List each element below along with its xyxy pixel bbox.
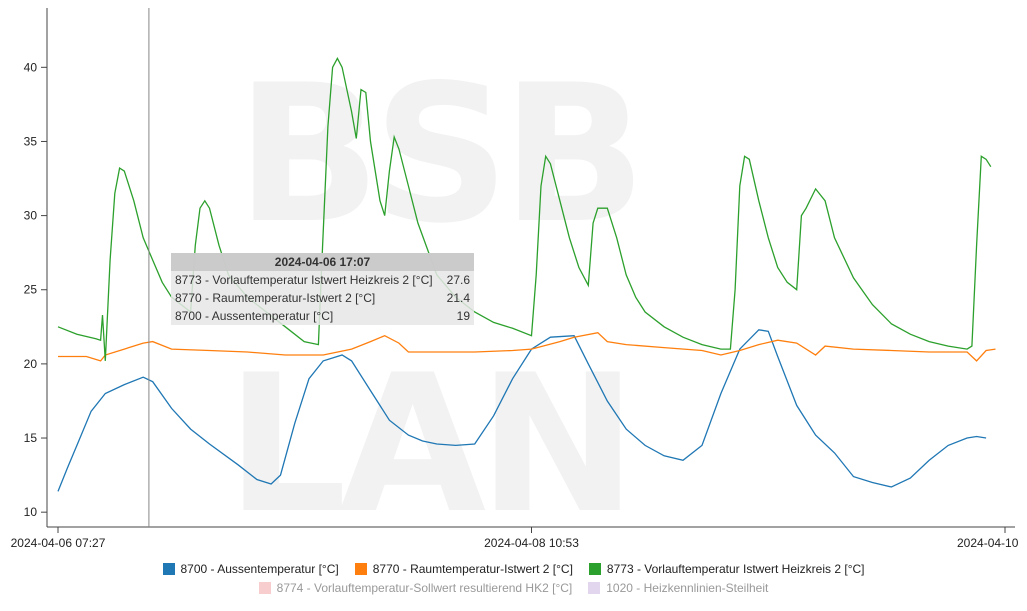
tooltip-row: 8700 - Aussentemperatur [°C] 19	[171, 307, 474, 325]
y-tick-label: 35	[24, 134, 38, 148]
legend-swatch	[162, 563, 175, 575]
series-line-1	[58, 331, 996, 362]
y-tick-label: 40	[24, 60, 38, 74]
watermark-bottom: LAN	[226, 334, 637, 555]
y-tick-label: 15	[24, 431, 38, 445]
legend-swatch	[258, 582, 271, 594]
tooltip-row: 8773 - Vorlauftemperatur Istwert Heizkre…	[171, 271, 474, 289]
tooltip-value: 19	[456, 309, 470, 323]
y-tick-label: 30	[24, 209, 38, 223]
chart-tooltip: 2024-04-06 17:07 8773 - Vorlauftemperatu…	[171, 253, 474, 325]
tooltip-label: 8773 - Vorlauftemperatur Istwert Heizkre…	[175, 273, 433, 287]
legend-label: 8773 - Vorlauftemperatur Istwert Heizkre…	[606, 562, 865, 576]
tooltip-title: 2024-04-06 17:07	[171, 253, 474, 271]
tooltip-value: 21.4	[446, 291, 470, 305]
legend-item-vorlauftemperatur-sollwert[interactable]: 8774 - Vorlauftemperatur-Sollwert result…	[258, 581, 573, 595]
legend-item-vorlauftemperatur-istwert[interactable]: 8773 - Vorlauftemperatur Istwert Heizkre…	[588, 562, 865, 576]
tooltip-label: 8770 - Raumtemperatur-Istwert 2 [°C]	[175, 291, 376, 305]
series-line-0	[57, 329, 987, 492]
tooltip-row: 8770 - Raumtemperatur-Istwert 2 [°C] 21.…	[171, 289, 474, 307]
legend-swatch	[588, 582, 601, 594]
legend-label: 8774 - Vorlauftemperatur-Sollwert result…	[276, 581, 573, 595]
x-tick-label: 2024-04-06 07:27	[11, 536, 106, 550]
y-tick-label: 25	[24, 283, 38, 297]
legend-swatch	[588, 563, 601, 575]
legend-item-raumtemperatur[interactable]: 8770 - Raumtemperatur-Istwert 2 [°C]	[354, 562, 573, 576]
watermark-top: BSB	[236, 44, 646, 265]
legend-label: 8770 - Raumtemperatur-Istwert 2 [°C]	[372, 562, 573, 576]
y-tick-label: 20	[24, 357, 38, 371]
tooltip-label: 8700 - Aussentemperatur [°C]	[175, 309, 334, 323]
legend-label: 1020 - Heizkennlinien-Steilheit	[606, 581, 769, 595]
legend-row-2: 8774 - Vorlauftemperatur-Sollwert result…	[0, 581, 1027, 595]
legend-label: 8700 - Aussentemperatur [°C]	[180, 562, 339, 576]
legend-row-1: 8700 - Aussentemperatur [°C] 8770 - Raum…	[0, 562, 1027, 576]
x-tick-label: 2024-04-08 10:53	[484, 536, 579, 550]
legend-swatch	[354, 563, 367, 575]
x-tick-label: 2024-04-10	[957, 536, 1019, 550]
legend-item-aussentemperatur[interactable]: 8700 - Aussentemperatur [°C]	[162, 562, 339, 576]
legend-item-heizkennlinien-steilheit[interactable]: 1020 - Heizkennlinien-Steilheit	[588, 581, 768, 595]
tooltip-value: 27.6	[446, 273, 470, 287]
y-tick-label: 10	[24, 505, 38, 519]
